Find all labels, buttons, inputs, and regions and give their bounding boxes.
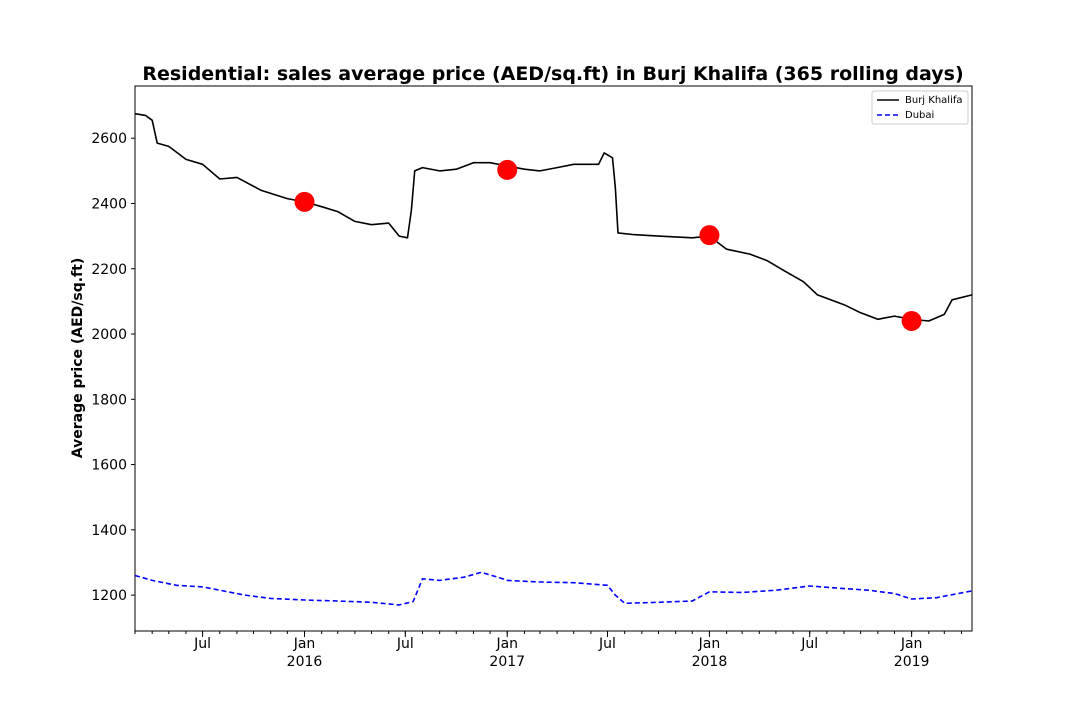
- x-tick-year-label: 2016: [287, 654, 323, 670]
- series-group: [134, 112, 973, 606]
- highlight-marker: [294, 191, 315, 212]
- legend-label-burj-khalifa: Burj Khalifa: [905, 95, 963, 106]
- y-tick-label: 2000: [91, 327, 127, 343]
- x-axis: Jul Jan 2016 Jul Jan 2017 Jul Jan 2018 Jul Jan 2019: [134, 631, 962, 670]
- y-tick-label: 2200: [91, 262, 127, 278]
- y-tick-label: 1800: [91, 392, 127, 408]
- series-line-dubai: [134, 571, 973, 606]
- x-tick-label: Jul: [193, 636, 211, 652]
- y-tick-label: 2400: [91, 196, 127, 212]
- plot-area: [134, 85, 973, 632]
- x-tick-label: Jan: [900, 636, 923, 652]
- x-tick-label: Jan: [495, 636, 518, 652]
- y-tick-label: 1400: [91, 523, 127, 539]
- y-tick-label: 1200: [91, 588, 127, 604]
- y-tick-label: 1600: [91, 458, 127, 474]
- x-tick-year-label: 2017: [489, 654, 525, 670]
- legend: Burj Khalifa Dubai: [871, 90, 969, 125]
- highlight-marker: [901, 310, 922, 331]
- x-tick-label: Jan: [293, 636, 316, 652]
- x-tick-year-label: 2018: [692, 654, 728, 670]
- x-tick-label: Jul: [396, 636, 414, 652]
- x-tick-year-label: 2019: [894, 654, 930, 670]
- markers-group: [294, 159, 922, 331]
- legend-label-dubai: Dubai: [905, 110, 934, 121]
- y-axis: 1200 1400 1600 1800 2000 2200 2400 2600: [91, 131, 135, 604]
- x-tick-label: Jul: [800, 636, 818, 652]
- x-tick-label: Jul: [598, 636, 616, 652]
- y-tick-label: 2600: [91, 131, 127, 147]
- x-tick-label: Jan: [698, 636, 721, 652]
- series-line-burj-khalifa: [134, 112, 973, 322]
- y-axis-label: Average price (AED/sq.ft): [70, 258, 86, 458]
- highlight-marker: [497, 159, 518, 180]
- highlight-marker: [699, 225, 720, 246]
- chart-title: Residential: sales average price (AED/sq…: [142, 63, 963, 85]
